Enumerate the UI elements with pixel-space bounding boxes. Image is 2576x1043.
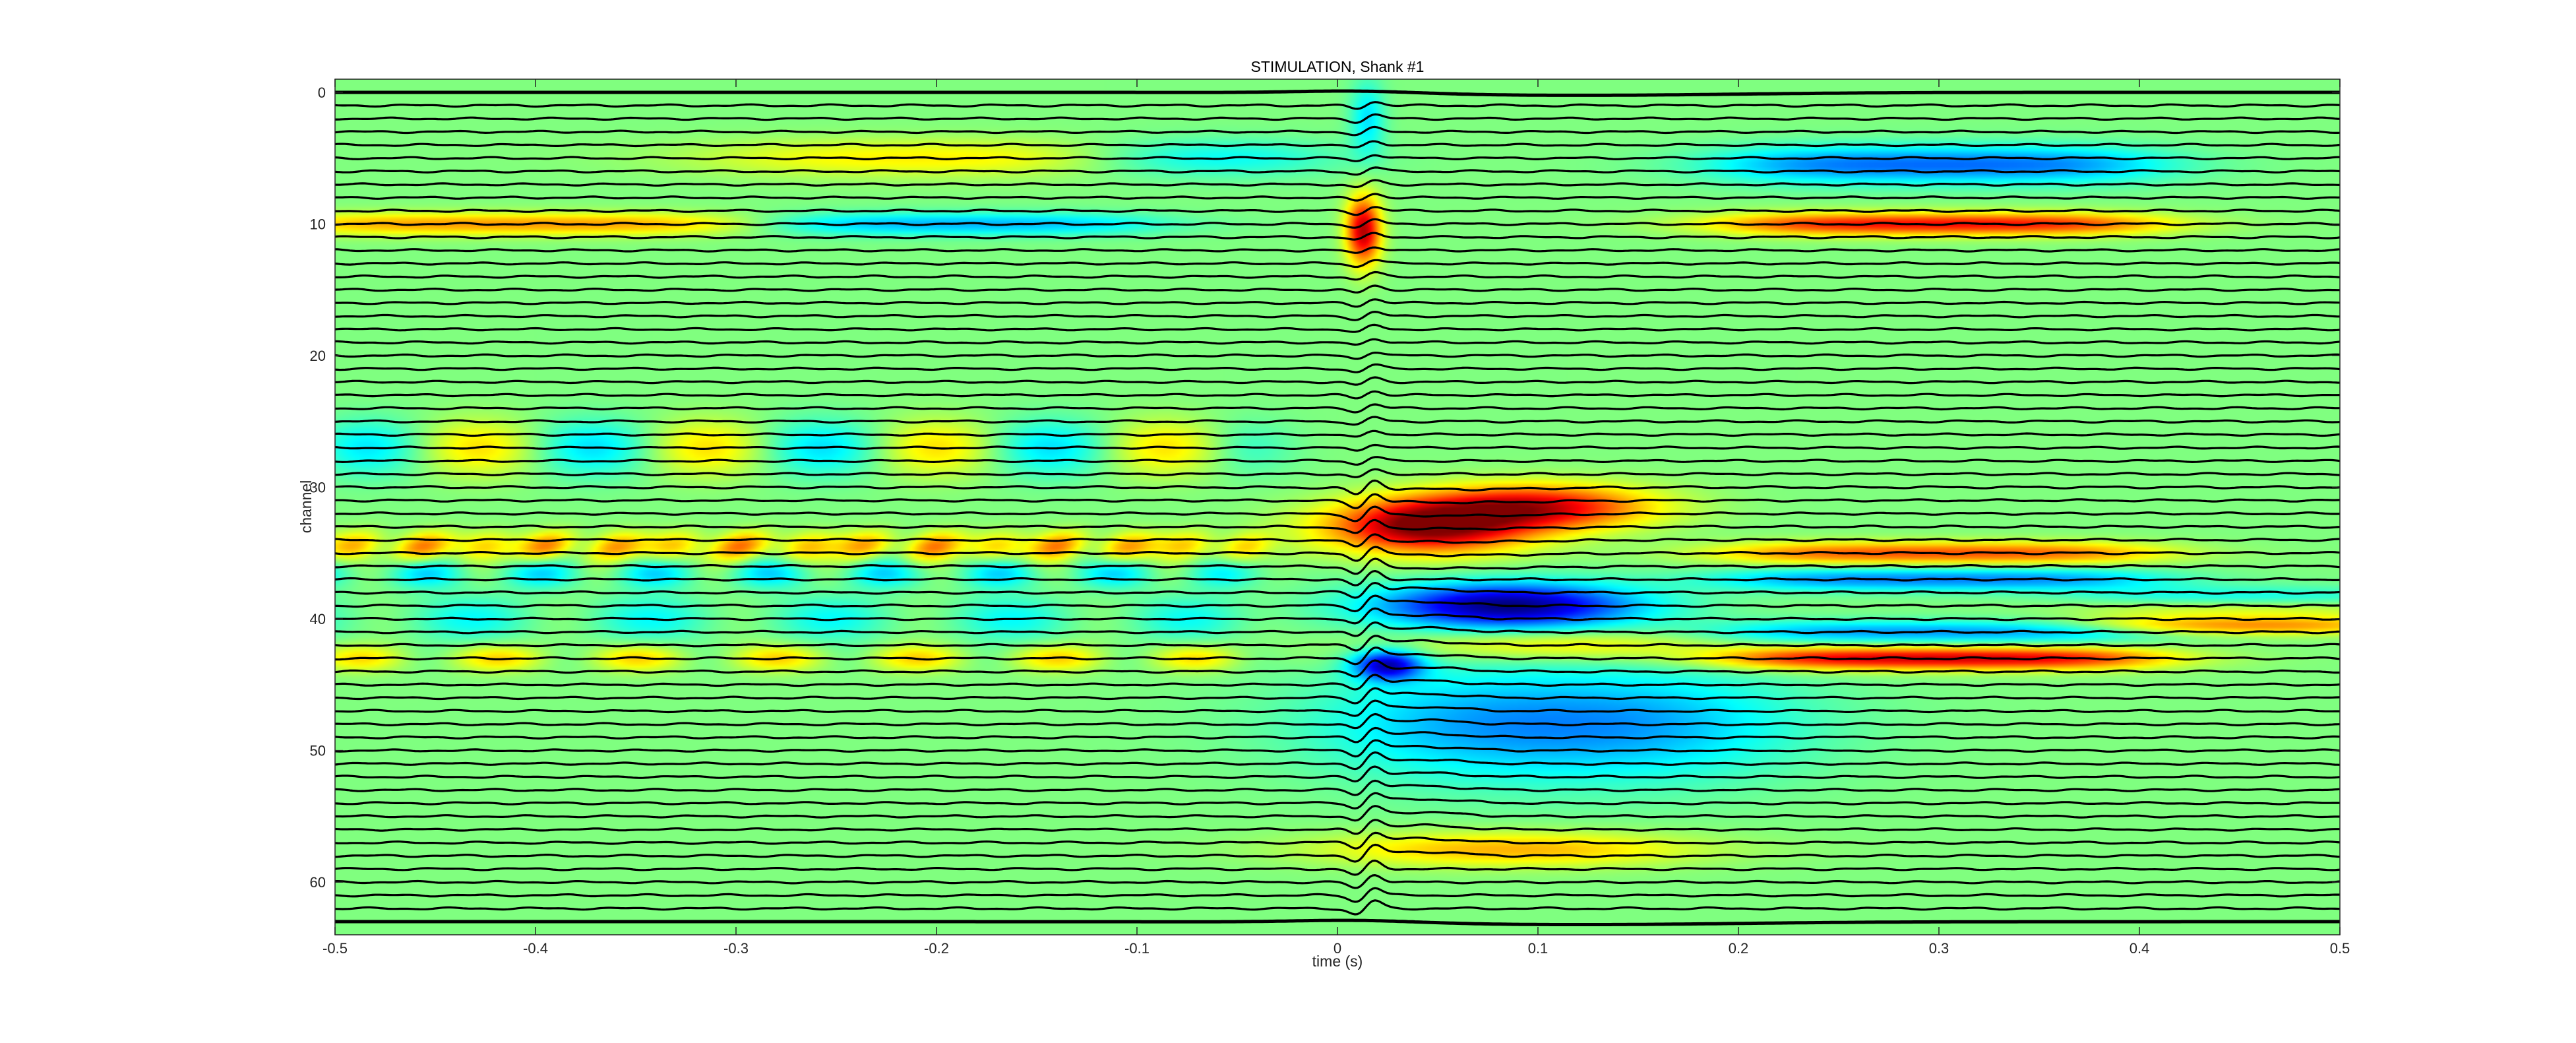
- lfp-trace-channel-41: [335, 621, 2340, 637]
- lfp-trace-channel-46: [335, 687, 2340, 705]
- lfp-trace-channel-63: [335, 918, 2340, 926]
- lfp-trace-channel-40: [335, 607, 2340, 625]
- lfp-trace-channel-31: [335, 493, 2340, 509]
- lfp-trace-channel-42: [335, 635, 2340, 652]
- lfp-trace-channel-36: [335, 557, 2340, 575]
- lfp-trace-channel-58: [335, 843, 2340, 863]
- lfp-trace-channel-62: [335, 899, 2340, 916]
- lfp-trace-channel-27: [335, 443, 2340, 452]
- lfp-trace-channel-53: [335, 779, 2340, 796]
- lfp-trace-channel-21: [335, 363, 2340, 373]
- lfp-trace-channel-28: [335, 456, 2340, 466]
- lfp-trace-channel-26: [335, 429, 2340, 438]
- y-tick-label: 50: [310, 743, 326, 759]
- x-tick-label: -0.1: [1124, 940, 1150, 957]
- lfp-trace-channel-20: [335, 351, 2340, 360]
- y-tick-label: 20: [310, 348, 326, 364]
- chart-title: STIMULATION, Shank #1: [1251, 58, 1425, 75]
- lfp-trace-channel-15: [335, 284, 2340, 294]
- x-axis-label: time (s): [1312, 953, 1363, 970]
- lfp-trace-channel-19: [335, 338, 2340, 346]
- x-tick-label: 0.5: [2330, 940, 2350, 957]
- x-tick-label: -0.4: [523, 940, 548, 957]
- lfp-trace-channel-13: [335, 259, 2340, 269]
- csd-heatmap: [335, 79, 2340, 935]
- lfp-trace-channel-16: [335, 298, 2340, 308]
- lfp-trace-channel-0: [335, 89, 2340, 97]
- x-tick-label: 0.3: [1929, 940, 1949, 957]
- lfp-trace-channel-29: [335, 468, 2340, 478]
- y-tick-label: 0: [318, 84, 326, 101]
- x-axis: -0.5 -0.4 -0.3 -0.2 -0.1 0 0.1 0.2 0.3 0.4 0.5: [322, 79, 2350, 957]
- lfp-trace-channel-33: [335, 519, 2340, 534]
- x-tick-label: 0.1: [1528, 940, 1549, 957]
- x-tick-label: 0.2: [1729, 940, 1749, 957]
- lfp-traces: [335, 89, 2340, 926]
- lfp-trace-channel-39: [335, 594, 2340, 613]
- lfp-trace-channel-12: [335, 246, 2340, 254]
- lfp-trace-channel-18: [335, 323, 2340, 333]
- y-tick-label: 30: [310, 480, 326, 496]
- lfp-trace-channel-49: [335, 726, 2340, 743]
- lfp-trace-channel-55: [335, 805, 2340, 822]
- x-tick-label: -0.5: [322, 940, 348, 957]
- lfp-trace-channel-37: [335, 569, 2340, 586]
- y-tick-label: 10: [310, 216, 326, 232]
- lfp-trace-channel-23: [335, 390, 2340, 400]
- lfp-trace-channel-32: [335, 505, 2340, 522]
- x-tick-label: 0: [1334, 940, 1341, 957]
- lfp-trace-channel-10: [335, 218, 2340, 229]
- lfp-trace-channel-22: [335, 376, 2340, 386]
- lfp-trace-channel-34: [335, 533, 2340, 548]
- lfp-trace-channel-54: [335, 792, 2340, 810]
- lfp-trace-channel-24: [335, 403, 2340, 414]
- lfp-trace-channel-59: [335, 859, 2340, 876]
- x-tick-label: -0.2: [924, 940, 949, 957]
- lfp-trace-channel-5: [335, 154, 2340, 162]
- lfp-trace-channel-4: [335, 140, 2340, 148]
- lfp-trace-channel-25: [335, 416, 2340, 426]
- lfp-trace-channel-48: [335, 712, 2340, 730]
- lfp-trace-channel-8: [335, 193, 2340, 202]
- y-axis: 0 10 20 30 40 50 60: [310, 84, 2340, 891]
- lfp-trace-channel-44: [335, 659, 2340, 678]
- lfp-trace-channel-60: [335, 873, 2340, 889]
- plot-area: [335, 79, 2340, 935]
- lfp-trace-channel-6: [335, 166, 2340, 176]
- lfp-trace-channel-61: [335, 887, 2340, 903]
- lfp-trace-channel-30: [335, 479, 2340, 495]
- y-tick-label: 40: [310, 611, 326, 627]
- lfp-trace-channel-47: [335, 699, 2340, 717]
- x-tick-label: -0.3: [723, 940, 749, 957]
- lfp-trace-channel-51: [335, 751, 2340, 771]
- lfp-trace-channel-43: [335, 647, 2340, 666]
- lfp-trace-channel-38: [335, 581, 2340, 599]
- lfp-trace-channel-7: [335, 179, 2340, 189]
- x-tick-label: 0.4: [2130, 940, 2150, 957]
- lfp-trace-channel-3: [335, 125, 2340, 137]
- lfp-trace-channel-50: [335, 739, 2340, 758]
- lfp-trace-channel-2: [335, 113, 2340, 124]
- y-tick-label: 60: [310, 874, 326, 891]
- lfp-trace-channel-52: [335, 765, 2340, 783]
- lfp-trace-channel-56: [335, 819, 2340, 835]
- lfp-trace-channel-45: [335, 674, 2340, 691]
- lfp-trace-channel-17: [335, 311, 2340, 321]
- lfp-trace-channel-35: [335, 546, 2340, 562]
- lfp-trace-channel-1: [335, 101, 2340, 110]
- lfp-trace-channel-9: [335, 206, 2340, 216]
- lfp-trace-channel-57: [335, 831, 2340, 850]
- lfp-trace-channel-14: [335, 270, 2340, 281]
- y-axis-label: channel: [297, 480, 315, 534]
- lfp-trace-channel-11: [335, 232, 2340, 241]
